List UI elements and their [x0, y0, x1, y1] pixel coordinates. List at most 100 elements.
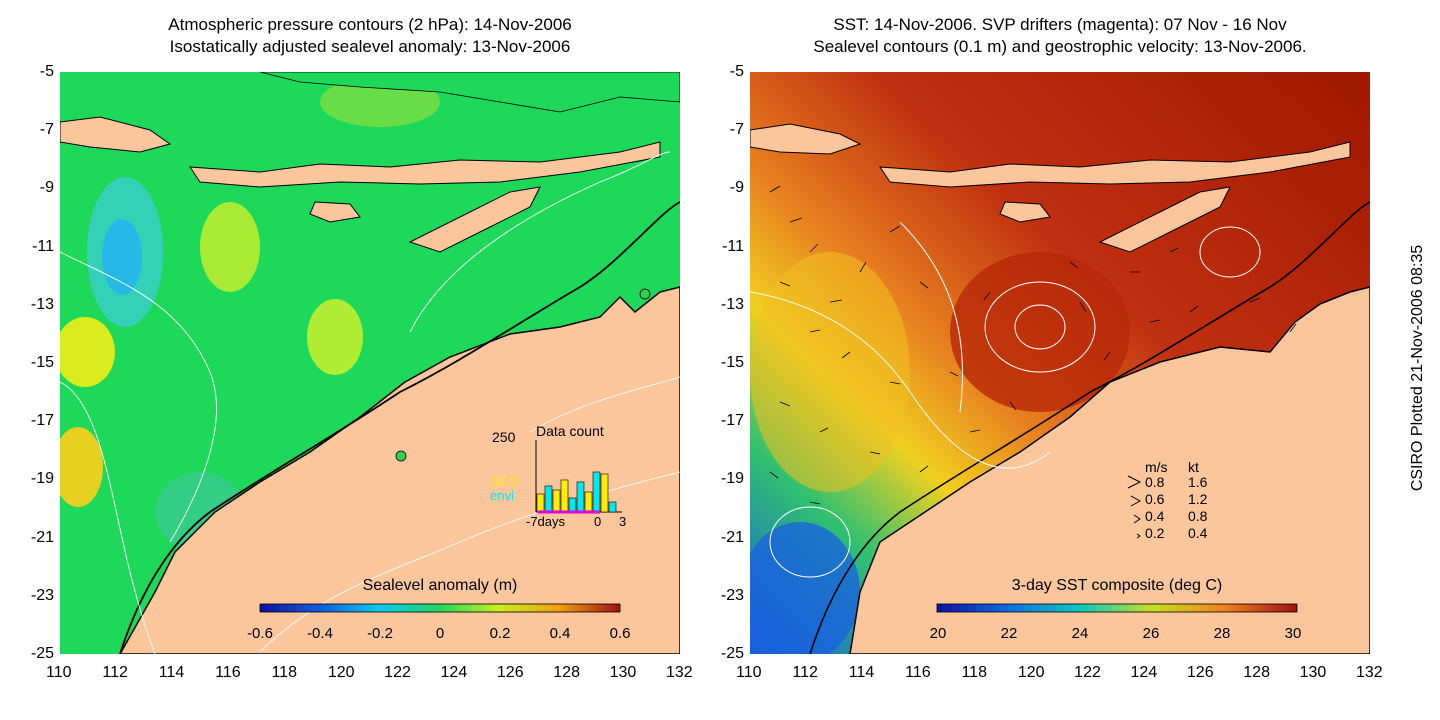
right-x-tick: 116 — [905, 664, 931, 681]
drifter-marker-1 — [639, 288, 651, 300]
sst-tick-1: 20 — [930, 625, 947, 642]
sst-tick-5: 28 — [1214, 625, 1231, 642]
right-y-tick: -11 — [722, 237, 744, 255]
sst-tick-4: 26 — [1143, 625, 1160, 642]
island-lesser-sunda-sst — [879, 141, 1351, 188]
left-x-tick: 122 — [384, 664, 411, 681]
right-y-tick: -9 — [729, 179, 744, 197]
left-x-tick: 116 — [215, 664, 241, 681]
sealevel-anomaly-map: Sealevel anomaly (m) -0.6 -0.4 -0.2 0 0.… — [60, 72, 680, 654]
right-y-tick: -21 — [720, 528, 744, 546]
left-y-tick: -19 — [30, 470, 54, 488]
left-x-tick: 124 — [440, 664, 468, 681]
sla-tick-4: 0 — [436, 625, 444, 642]
right-y-tick: -25 — [720, 645, 744, 662]
left-panel-title: Atmospheric pressure contours (2 hPa): 1… — [60, 14, 680, 58]
right-y-tick: -7 — [729, 121, 744, 139]
sealevel-contour-eddy-1 — [984, 281, 1096, 373]
right-x-tick: 128 — [1243, 664, 1270, 681]
sst-colorbar — [936, 603, 1298, 613]
velocity-legend-row3-kt: 0.8 — [1188, 508, 1208, 524]
inset-bar-1 — [536, 493, 545, 513]
sst-tick-6: 30 — [1285, 625, 1302, 642]
left-x-tick: 132 — [666, 664, 693, 681]
right-x-tick: 110 — [736, 664, 762, 681]
velocity-legend-header-ms: m/s — [1145, 459, 1168, 475]
island-timor-sst — [1098, 186, 1231, 253]
right-x-tick: 122 — [1074, 664, 1101, 681]
inset-bar-9 — [600, 473, 609, 513]
pressure-contour-1 — [60, 251, 217, 543]
sst-map: m/s kt 0.8 1.6 0.6 1.2 0.4 0.8 0.2 0.4 3… — [750, 72, 1370, 654]
left-y-tick: -11 — [32, 237, 54, 255]
left-y-tick: -25 — [30, 645, 54, 662]
left-y-tick: -15 — [30, 354, 54, 371]
inset-legend-envi: envi — [490, 488, 514, 503]
right-y-tick: -13 — [720, 295, 744, 313]
right-y-tick: -5 — [729, 63, 744, 80]
island-timor — [408, 186, 541, 253]
sla-tick-2: -0.4 — [307, 625, 333, 642]
australia-land-sst — [849, 286, 1370, 654]
inset-xlabel-start: -7days — [526, 514, 566, 529]
pressure-contour-2 — [409, 151, 671, 333]
left-y-tick: -23 — [30, 586, 54, 604]
sst-cold-patch — [750, 522, 860, 654]
sla-tick-7: 0.6 — [610, 625, 631, 642]
inset-bar-7 — [584, 491, 593, 513]
inset-bar-2 — [544, 485, 553, 513]
left-y-tick: -13 — [30, 295, 54, 313]
right-x-tick: 120 — [1017, 664, 1045, 681]
sealevel-contour-eddy-2 — [1014, 304, 1066, 350]
velocity-legend-row4-ms: 0.2 — [1145, 525, 1165, 541]
left-title-line2: Isostatically adjusted sealevel anomaly:… — [169, 37, 571, 56]
right-x-tick: 124 — [1130, 664, 1158, 681]
inset-title: Data count — [536, 423, 604, 439]
sealevel-contour-eddy-4 — [1199, 226, 1261, 278]
right-title-line2: Sealevel contours (0.1 m) and geostrophi… — [813, 37, 1307, 56]
sealevel-contour-3 — [899, 221, 963, 413]
velocity-legend-header-kt: kt — [1188, 459, 1199, 475]
right-y-tick: -23 — [720, 586, 744, 604]
left-y-tick: -5 — [39, 63, 54, 80]
island-lesser-sunda — [189, 141, 661, 188]
sla-yellow-patch-c — [60, 317, 115, 387]
inset-bar-8 — [592, 471, 601, 513]
pressure-contour-3 — [60, 381, 156, 654]
sst-tick-3: 24 — [1072, 625, 1089, 642]
sealevel-contour-1 — [809, 201, 1370, 654]
sla-orange-patch — [60, 427, 103, 507]
inset-ymax: 250 — [492, 429, 516, 445]
left-x-tick: 120 — [327, 664, 355, 681]
right-x-tick: 118 — [961, 664, 987, 681]
sla-tick-5: 0.2 — [490, 625, 511, 642]
right-x-tick: 130 — [1299, 664, 1327, 681]
sla-colorbar-label: Sealevel anomaly (m) — [363, 577, 518, 594]
sst-colorbar-ticks: 20 22 24 26 28 30 — [930, 625, 1302, 642]
right-panel-title: SST: 14-Nov-2006. SVP drifters (magenta)… — [750, 14, 1370, 58]
island-sumba — [309, 201, 361, 223]
sla-cyan-core — [102, 219, 142, 295]
island-java-bali — [60, 116, 172, 153]
velocity-arrow-02 — [1136, 533, 1141, 539]
velocity-legend-row4-kt: 0.4 — [1188, 525, 1208, 541]
left-x-tick: 114 — [158, 664, 185, 681]
inset-legend-gfo: GFO — [490, 474, 518, 489]
right-x-tick: 132 — [1356, 664, 1383, 681]
inset-xlabel-zero: 0 — [594, 514, 601, 529]
sla-tick-1: -0.6 — [247, 625, 273, 642]
right-x-tick: 112 — [792, 664, 818, 681]
pressure-contour-4 — [529, 376, 680, 433]
right-x-tick: 126 — [1186, 664, 1214, 681]
sst-tick-2: 22 — [1001, 625, 1018, 642]
sla-colorbar-ticks: -0.6 -0.4 -0.2 0 0.2 0.4 0.6 — [247, 625, 630, 642]
velocity-legend-row1-kt: 1.6 — [1188, 474, 1208, 490]
left-x-tick: 128 — [553, 664, 580, 681]
left-x-tick: 126 — [496, 664, 524, 681]
velocity-legend-row3-ms: 0.4 — [1145, 508, 1165, 524]
right-y-tick: -15 — [720, 354, 744, 371]
velocity-arrows — [769, 185, 1297, 505]
left-y-tick: -17 — [30, 412, 54, 430]
sla-colorbar — [259, 603, 621, 613]
island-java-bali-sst — [750, 123, 862, 155]
